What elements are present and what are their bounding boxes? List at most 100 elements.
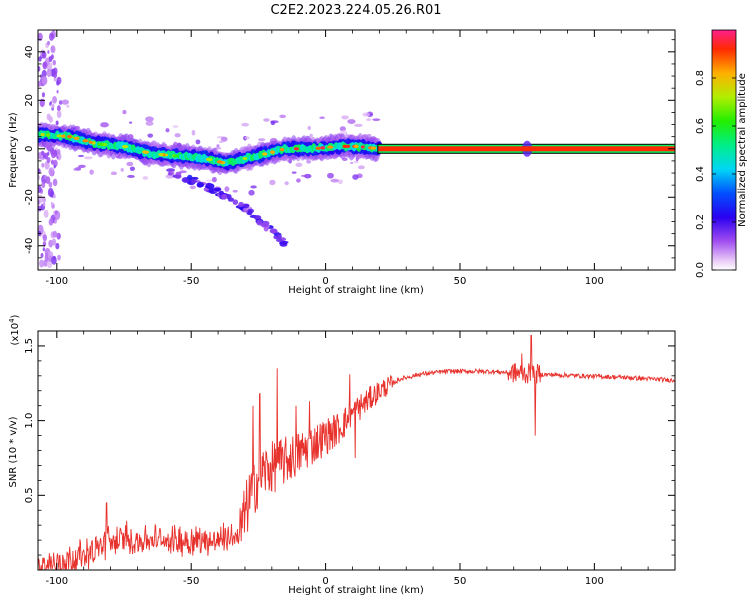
spectrogram-noise-cell: [110, 171, 118, 176]
spectrogram-noise-cell: [54, 219, 57, 223]
spectrogram-branch-cell: [206, 182, 212, 187]
figure-title: C2E2.2023.224.05.26.R01: [270, 3, 441, 18]
spectrogram-noise-cell: [337, 179, 343, 185]
spectrogram-noise-cell: [48, 32, 55, 41]
spectrogram-noise-cell: [83, 156, 93, 160]
spectrogram-branch-cell: [227, 197, 235, 202]
spectrogram-noise-cell: [41, 162, 45, 168]
colorbar-gradient: [712, 30, 736, 270]
spectrogram-noise-cell: [220, 136, 228, 142]
spectrogram-noise-cell: [248, 189, 255, 196]
spectrogram-noise-cell: [55, 120, 59, 126]
x-tick-label: 0: [322, 276, 328, 287]
y-tick-label: 1.0: [24, 413, 35, 429]
spectrogram-noise-cell: [38, 65, 41, 72]
x-tick-label: 100: [585, 576, 604, 587]
spectrogram-noise-cell: [309, 133, 313, 138]
spectrogram-noise-cell: [48, 56, 53, 63]
spectrogram-noise-cell: [45, 176, 51, 184]
spectrogram-noise-cell: [51, 167, 54, 172]
spectrogram-noise-cell: [179, 170, 187, 174]
spectrogram-hotspot: [67, 135, 72, 139]
spectrogram-hotspot: [158, 152, 164, 157]
snr-frame: [37, 330, 676, 571]
spectrogram-hotspot: [279, 148, 285, 152]
spectrogram-noise-cell: [120, 167, 124, 172]
x-tick-label: -50: [183, 276, 199, 287]
spectrogram-noise-cell: [46, 68, 52, 78]
spectrogram-noise-cell: [165, 128, 170, 133]
snr-series-line: [38, 335, 675, 570]
spectrogram-noise-cell: [53, 67, 58, 75]
spectrogram-noise-cell: [244, 136, 250, 140]
spectrogram-hotspot: [327, 145, 334, 149]
spectrogram-noise-cell: [241, 122, 250, 127]
spectrogram-noise-cell: [46, 113, 51, 121]
spectrogram-noise-cell: [211, 176, 217, 183]
spectrogram-noise-cell: [327, 172, 334, 179]
spectrogram-branch-cell: [263, 225, 269, 232]
spectrogram-hotspot: [206, 157, 213, 162]
spectrogram-hotspot: [172, 154, 179, 158]
spectrogram-noise-cell: [38, 185, 42, 193]
colorbar-tick-label: 0.2: [695, 214, 706, 230]
spectrogram-noise-cell: [191, 129, 196, 136]
spectrogram-noise-cell: [51, 255, 57, 265]
spectrogram-noise-cell: [55, 242, 60, 250]
spectrogram-branch-cell: [190, 179, 198, 183]
spectrogram-noise-cell: [40, 252, 44, 258]
spectrogram-noise-cell: [53, 194, 56, 199]
x-tick-label: -100: [45, 276, 68, 287]
spectrogram-hotspot: [73, 136, 80, 140]
colorbar-frame: [711, 29, 737, 271]
spectrogram-noise-cell: [48, 256, 52, 262]
spectrogram-noise-cell: [47, 50, 50, 54]
spectrogram-noise-cell: [42, 61, 48, 70]
spectrogram-noise-cell: [349, 161, 354, 165]
snr-xlabel: Height of straight line (km): [288, 585, 424, 596]
spectrogram-noise-cell: [56, 155, 59, 159]
spectrogram-noise-cell: [47, 187, 54, 197]
spectrogram-noise-cell: [50, 201, 54, 207]
spectrogram-noise-cell: [347, 119, 356, 125]
spectrogram-noise-cell: [51, 103, 55, 109]
spectrogram-noise-cell: [56, 149, 61, 155]
spectrogram-noise-cell: [174, 133, 181, 138]
spectrogram-noise-cell: [307, 125, 311, 130]
spectrogram-noise-cell: [352, 174, 359, 180]
spectrogram-branch-cell: [275, 238, 283, 243]
spectrogram-noise-cell: [38, 32, 43, 42]
spectrogram-branch-cell: [279, 242, 288, 247]
spectrogram-hotspot: [293, 147, 300, 151]
spectrogram-noise-cell: [357, 165, 365, 170]
spectrogram-noise-cell: [50, 150, 56, 159]
spectrogram-noise-cell: [53, 164, 56, 169]
spectrogram-noise-cell: [42, 202, 46, 207]
spectrogram-noise-cell: [122, 109, 127, 115]
spectrogram-hotspot: [97, 142, 104, 146]
x-tick-label: -50: [183, 576, 199, 587]
spectrogram-hotspot: [342, 144, 348, 148]
y-tick-label: 0: [24, 146, 35, 152]
spectrogram-noise-cell: [127, 174, 135, 179]
spectrogram-noise-cell: [56, 232, 61, 240]
spectrogram-noise-cell: [48, 218, 54, 226]
colorbar-tick-label: 0.8: [695, 70, 706, 86]
spectrogram-noise-cell: [41, 75, 48, 86]
spectrogram-hotspot: [216, 160, 223, 164]
spectrogram-noise-cell: [279, 114, 287, 119]
spectrogram-noise-cell: [145, 116, 154, 122]
spectrogram-axes: -100 -50 0 50 100 -40 -20 0 20 40: [24, 30, 676, 287]
spectrogram-noise-cell: [41, 92, 46, 98]
spectrogram-noise-cell: [205, 179, 213, 182]
spectrogram-noise-cell: [49, 101, 52, 106]
spectrogram-branch-cell: [187, 174, 193, 180]
spectrogram-branch-cell: [221, 193, 228, 200]
y-tick-label: -20: [24, 189, 35, 205]
y-tick-label: 1.5: [24, 338, 35, 354]
spectrogram-noise-cell: [218, 140, 224, 144]
spectrogram-hotspot: [45, 133, 51, 137]
spectrogram-ylabel: Frequency (Hz): [8, 112, 19, 188]
spectrogram-noise-cell: [42, 247, 46, 252]
